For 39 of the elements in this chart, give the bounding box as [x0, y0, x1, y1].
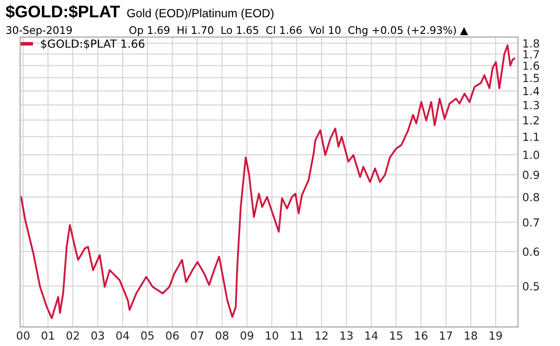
x-tick-label: 12: [316, 331, 328, 340]
x-tick-label: 00: [16, 331, 30, 340]
legend-label: $GOLD:$PLAT 1.66: [41, 39, 144, 50]
x-tick-label: 15: [390, 331, 402, 340]
y-tick-label: 0.9: [522, 170, 540, 180]
x-tick-label: 03: [91, 331, 104, 340]
y-tick-label: 0.8: [522, 192, 540, 202]
x-tick-label: 04: [116, 331, 130, 340]
x-tick-label: 19: [490, 331, 502, 340]
text: 30-Sep-2019: [6, 26, 72, 36]
chart-title: $GOLD:$PLAT: [6, 4, 120, 19]
y-tick-label: 1.5: [523, 74, 539, 82]
x-tick-label: 17: [440, 331, 452, 340]
x-tick-label: 16: [415, 331, 428, 340]
x-tick-label: 07: [190, 331, 204, 340]
y-tick-label: 1.6: [523, 62, 540, 70]
x-tick-label: 08: [216, 331, 228, 340]
x-tick-label: 18: [464, 331, 478, 340]
y-tick-label: 1.1: [523, 132, 539, 141]
y-tick-label: 1.2: [523, 116, 539, 124]
x-tick-label: 06: [166, 331, 179, 340]
y-tick-label: 1.7: [523, 50, 539, 58]
x-tick-label: 09: [240, 331, 254, 340]
x-tick-label: 13: [340, 331, 353, 340]
y-tick-label: 0.7: [522, 218, 539, 227]
x-tick-label: 10: [266, 331, 278, 340]
x-tick-label: 01: [42, 331, 54, 340]
chart-subtitle: Gold (EOD)/Platinum (EOD): [127, 8, 274, 20]
x-tick-label: 02: [66, 331, 79, 340]
x-tick-label: 11: [290, 331, 303, 340]
y-tick-label: 1.3: [523, 100, 539, 110]
y-tick-label: 0.6: [522, 247, 540, 256]
y-tick-label: 1.0: [523, 150, 540, 160]
y-tick-label: 1.8: [523, 39, 540, 48]
y-tick-label: 0.5: [522, 282, 539, 290]
text: Op 1.69 Hi 1.70 Lo 1.65 Cl 1.66 Vol 10 Chg +0.05 (+2.93%) ▲: [129, 26, 468, 36]
x-tick-label: 14: [365, 331, 378, 340]
y-tick-label: 1.4: [523, 87, 540, 96]
x-tick-label: 05: [141, 331, 154, 340]
